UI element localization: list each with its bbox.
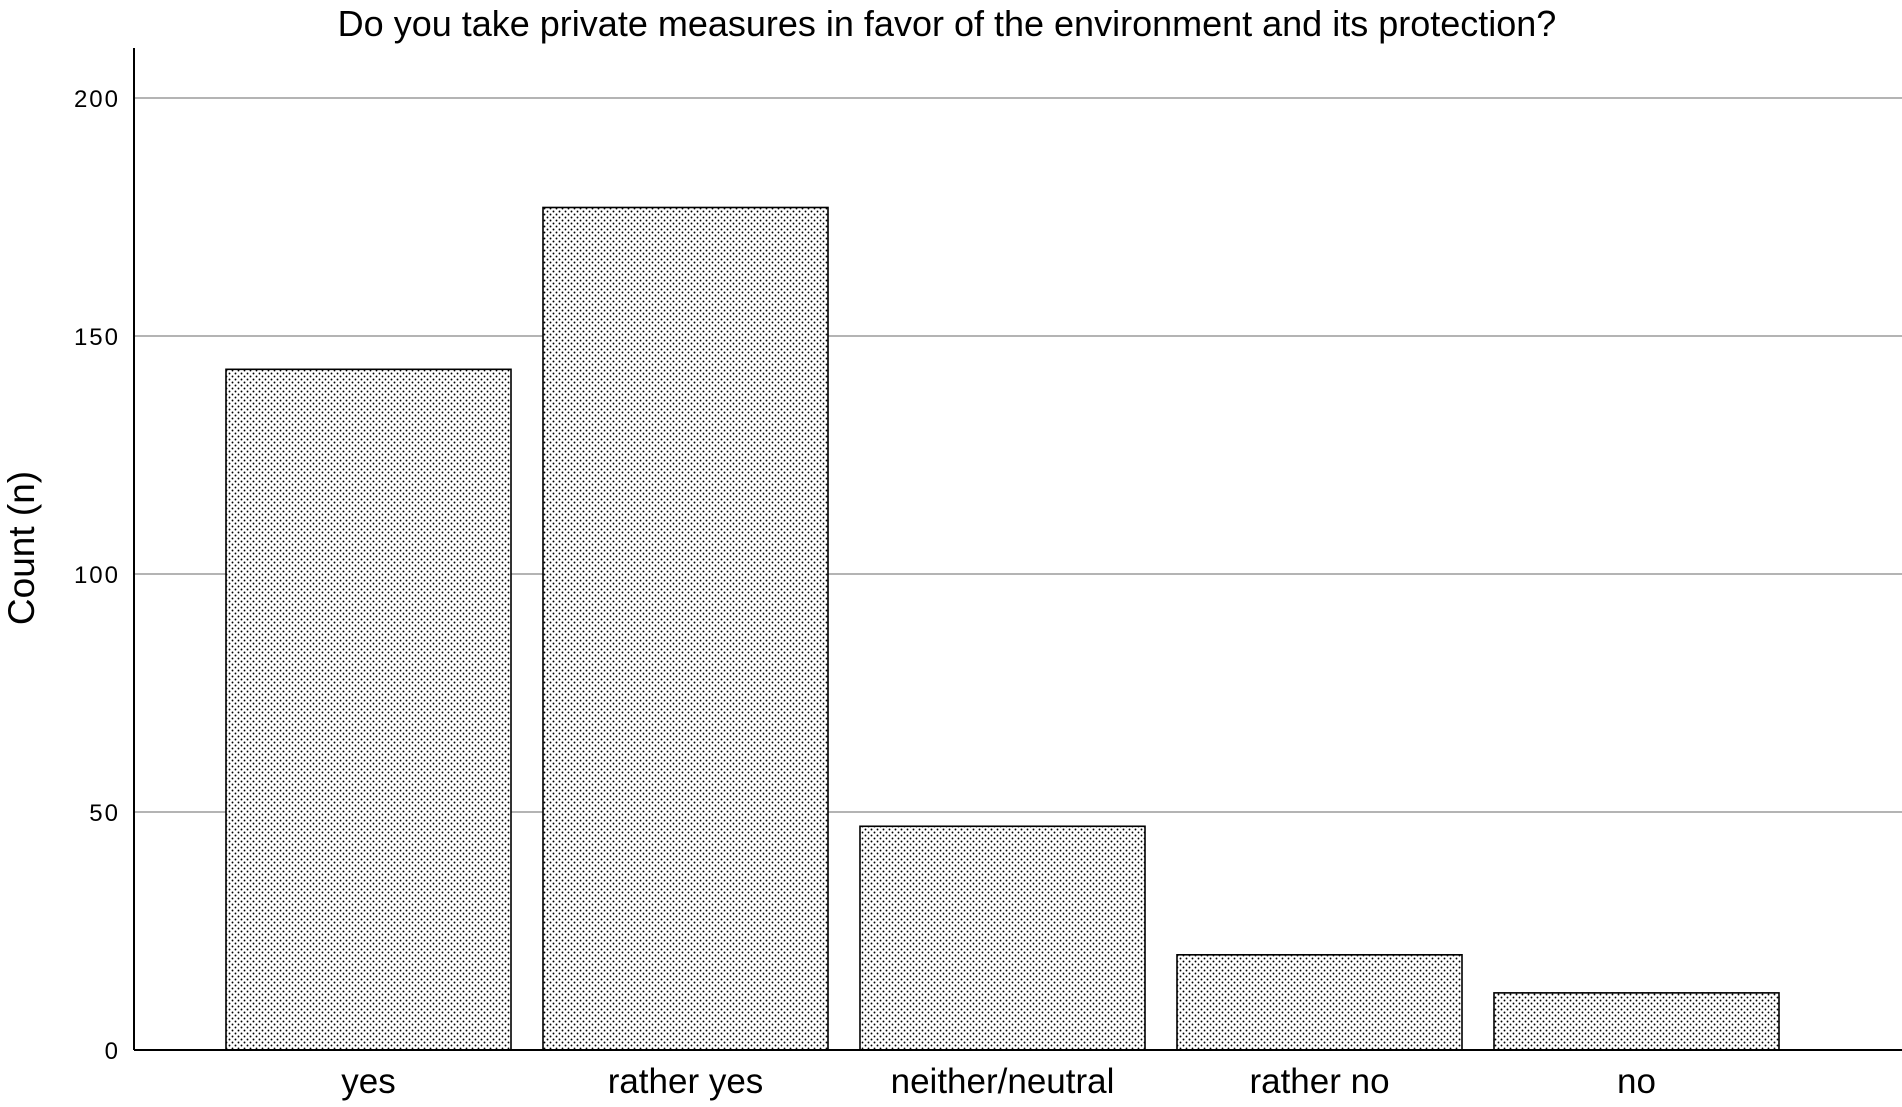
y-tick-label: 200 bbox=[74, 86, 120, 113]
y-tick-label: 50 bbox=[89, 800, 120, 827]
x-tick-labels: yes rather yes neither/neutral rather no no bbox=[341, 1062, 1656, 1101]
y-tick-labels: 0 50 100 150 200 bbox=[74, 86, 120, 1065]
x-tick-label: neither/neutral bbox=[891, 1062, 1115, 1101]
bar-yes bbox=[225, 368, 512, 1051]
bar-rather-yes bbox=[542, 206, 829, 1051]
x-tick-label: rather no bbox=[1249, 1062, 1389, 1101]
x-tick-label: rather yes bbox=[608, 1062, 764, 1101]
bar-neither-neutral bbox=[859, 825, 1146, 1051]
chart-title: Do you take private measures in favor of… bbox=[338, 3, 1557, 44]
bar-no bbox=[1493, 992, 1780, 1051]
y-tick-label: 0 bbox=[105, 1038, 120, 1065]
bar-rather-no bbox=[1176, 953, 1463, 1051]
axes bbox=[133, 48, 1902, 1051]
y-tick-label: 150 bbox=[74, 324, 120, 351]
x-tick-label: no bbox=[1617, 1062, 1656, 1101]
bars bbox=[225, 206, 1780, 1051]
x-tick-label: yes bbox=[341, 1062, 395, 1101]
y-axis-label: Count (n) bbox=[1, 471, 42, 625]
y-tick-label: 100 bbox=[74, 562, 120, 589]
